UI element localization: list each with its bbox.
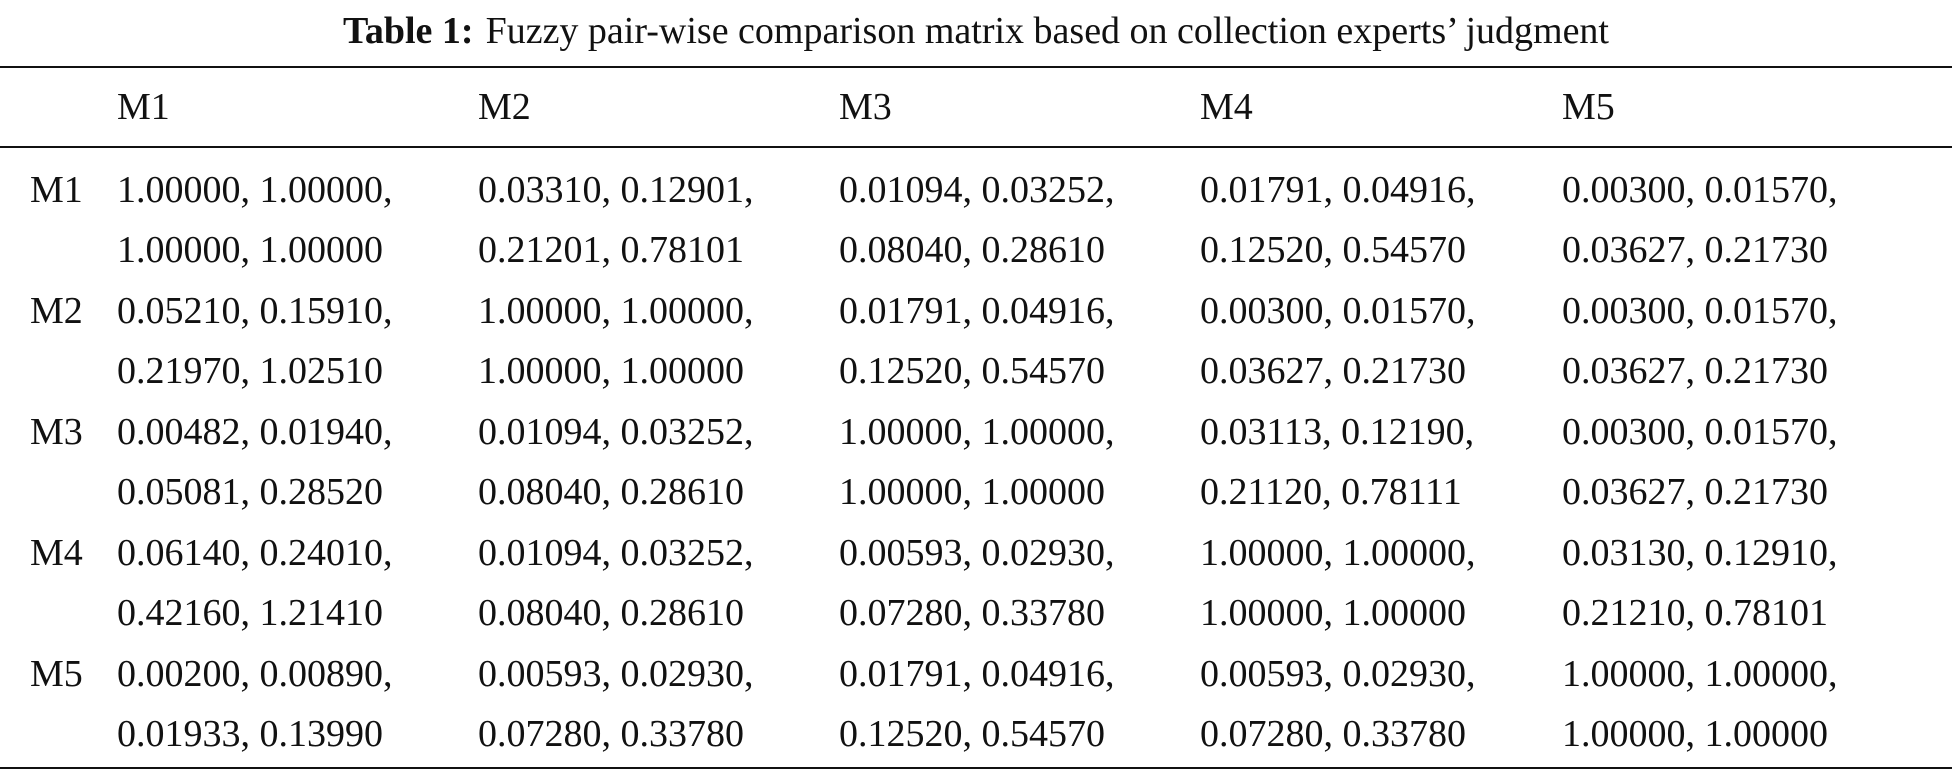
cell-line: 0.03627, 0.21730 bbox=[1200, 350, 1466, 392]
table-row: M5 0.00200, 0.00890, 0.01933, 0.13990 0.0… bbox=[0, 632, 1952, 755]
cell-line: 0.00200, 0.00890, bbox=[117, 653, 393, 695]
cell-line: 0.00593, 0.02930, bbox=[478, 653, 754, 695]
row-header-m2: M2 bbox=[30, 290, 83, 332]
caption-label: Table 1: bbox=[342, 10, 474, 52]
table-cell: 0.00300, 0.01570, 0.03627, 0.21730 bbox=[1200, 281, 1476, 401]
cell-line: 0.03130, 0.12910, bbox=[1562, 532, 1838, 574]
cell-line: 0.01791, 0.04916, bbox=[839, 290, 1115, 332]
cell-line: 0.03310, 0.12901, bbox=[478, 169, 754, 211]
table-cell: 0.00593, 0.02930, 0.07280, 0.33780 bbox=[1200, 644, 1476, 764]
cell-line: 1.00000, 1.00000 bbox=[839, 471, 1105, 513]
cell-line: 0.00300, 0.01570, bbox=[1200, 290, 1476, 332]
table-cell: 0.05210, 0.15910, 0.21970, 1.02510 bbox=[117, 281, 393, 401]
row-header-m3: M3 bbox=[30, 411, 83, 453]
cell-line: 0.01094, 0.03252, bbox=[478, 411, 754, 453]
table-cell: 1.00000, 1.00000, 1.00000, 1.00000 bbox=[1200, 523, 1476, 643]
table-cell: 0.03130, 0.12910, 0.21210, 0.78101 bbox=[1562, 523, 1838, 643]
bottom-rule bbox=[0, 767, 1952, 769]
table-cell: 0.06140, 0.24010, 0.42160, 1.21410 bbox=[117, 523, 393, 643]
cell-line: 1.00000, 1.00000, bbox=[117, 169, 393, 211]
header-rule bbox=[0, 146, 1952, 148]
cell-line: 0.07280, 0.33780 bbox=[839, 592, 1105, 634]
row-header-m4: M4 bbox=[30, 532, 83, 574]
column-header-m3: M3 bbox=[839, 86, 892, 128]
cell-line: 0.01094, 0.03252, bbox=[839, 169, 1115, 211]
cell-line: 0.12520, 0.54570 bbox=[839, 713, 1105, 755]
table-header-row: M1 M2 M3 M4 M5 bbox=[0, 68, 1952, 146]
cell-line: 1.00000, 1.00000 bbox=[478, 350, 744, 392]
table-cell: 0.00200, 0.00890, 0.01933, 0.13990 bbox=[117, 644, 393, 764]
cell-line: 0.00300, 0.01570, bbox=[1562, 169, 1838, 211]
table-cell: 0.03310, 0.12901, 0.21201, 0.78101 bbox=[478, 160, 754, 280]
cell-line: 0.01933, 0.13990 bbox=[117, 713, 383, 755]
row-header-m5: M5 bbox=[30, 653, 83, 695]
table-row: M2 0.05210, 0.15910, 0.21970, 1.02510 1.0… bbox=[0, 269, 1952, 392]
caption-text: Fuzzy pair-wise comparison matrix based … bbox=[485, 10, 1609, 52]
table-caption: Table 1: Fuzzy pair-wise comparison matr… bbox=[0, 0, 1952, 62]
cell-line: 0.12520, 0.54570 bbox=[839, 350, 1105, 392]
cell-line: 1.00000, 1.00000, bbox=[1200, 532, 1476, 574]
column-header-m1: M1 bbox=[117, 86, 170, 128]
cell-line: 1.00000, 1.00000 bbox=[117, 229, 383, 271]
table-cell: 0.00593, 0.02930, 0.07280, 0.33780 bbox=[478, 644, 754, 764]
table-cell: 0.01094, 0.03252, 0.08040, 0.28610 bbox=[839, 160, 1115, 280]
cell-line: 0.05210, 0.15910, bbox=[117, 290, 393, 332]
table-cell: 1.00000, 1.00000, 1.00000, 1.00000 bbox=[839, 402, 1115, 522]
table-row: M3 0.00482, 0.01940, 0.05081, 0.28520 0.0… bbox=[0, 390, 1952, 513]
table-cell: 0.00593, 0.02930, 0.07280, 0.33780 bbox=[839, 523, 1115, 643]
cell-line: 1.00000, 1.00000, bbox=[478, 290, 754, 332]
cell-line: 0.01094, 0.03252, bbox=[478, 532, 754, 574]
cell-line: 0.03627, 0.21730 bbox=[1562, 471, 1828, 513]
table-cell: 1.00000, 1.00000, 1.00000, 1.00000 bbox=[117, 160, 393, 280]
table-row: M1 1.00000, 1.00000, 1.00000, 1.00000 0.0… bbox=[0, 148, 1952, 271]
cell-line: 0.21120, 0.78111 bbox=[1200, 471, 1462, 513]
column-header-m4: M4 bbox=[1200, 86, 1253, 128]
cell-line: 0.00300, 0.01570, bbox=[1562, 290, 1838, 332]
cell-line: 0.07280, 0.33780 bbox=[1200, 713, 1466, 755]
table-cell: 0.00300, 0.01570, 0.03627, 0.21730 bbox=[1562, 402, 1838, 522]
cell-line: 0.08040, 0.28610 bbox=[478, 471, 744, 513]
cell-line: 0.03627, 0.21730 bbox=[1562, 350, 1828, 392]
table-cell: 0.01791, 0.04916, 0.12520, 0.54570 bbox=[1200, 160, 1476, 280]
cell-line: 0.07280, 0.33780 bbox=[478, 713, 744, 755]
cell-line: 0.12520, 0.54570 bbox=[1200, 229, 1466, 271]
cell-line: 0.00482, 0.01940, bbox=[117, 411, 393, 453]
cell-line: 0.03627, 0.21730 bbox=[1562, 229, 1828, 271]
cell-line: 0.01791, 0.04916, bbox=[1200, 169, 1476, 211]
cell-line: 0.42160, 1.21410 bbox=[117, 592, 383, 634]
column-header-m5: M5 bbox=[1562, 86, 1615, 128]
table-cell: 0.00482, 0.01940, 0.05081, 0.28520 bbox=[117, 402, 393, 522]
cell-line: 1.00000, 1.00000 bbox=[1200, 592, 1466, 634]
cell-line: 0.08040, 0.28610 bbox=[839, 229, 1105, 271]
cell-line: 0.03113, 0.12190, bbox=[1200, 411, 1475, 453]
column-header-m2: M2 bbox=[478, 86, 531, 128]
cell-line: 0.06140, 0.24010, bbox=[117, 532, 393, 574]
cell-line: 0.00593, 0.02930, bbox=[839, 532, 1115, 574]
cell-line: 1.00000, 1.00000 bbox=[1562, 713, 1828, 755]
cell-line: 0.21970, 1.02510 bbox=[117, 350, 383, 392]
cell-line: 0.05081, 0.28520 bbox=[117, 471, 383, 513]
cell-line: 0.00300, 0.01570, bbox=[1562, 411, 1838, 453]
cell-line: 0.08040, 0.28610 bbox=[478, 592, 744, 634]
table-cell: 0.00300, 0.01570, 0.03627, 0.21730 bbox=[1562, 160, 1838, 280]
cell-line: 0.21201, 0.78101 bbox=[478, 229, 744, 271]
cell-line: 0.21210, 0.78101 bbox=[1562, 592, 1828, 634]
table-cell: 0.01791, 0.04916, 0.12520, 0.54570 bbox=[839, 281, 1115, 401]
table-cell: 1.00000, 1.00000, 1.00000, 1.00000 bbox=[1562, 644, 1838, 764]
table-row: M4 0.06140, 0.24010, 0.42160, 1.21410 0.0… bbox=[0, 511, 1952, 634]
table-cell: 0.01094, 0.03252, 0.08040, 0.28610 bbox=[478, 523, 754, 643]
table-cell: 0.00300, 0.01570, 0.03627, 0.21730 bbox=[1562, 281, 1838, 401]
top-rule bbox=[0, 66, 1952, 68]
table-cell: 0.01094, 0.03252, 0.08040, 0.28610 bbox=[478, 402, 754, 522]
table-cell: 1.00000, 1.00000, 1.00000, 1.00000 bbox=[478, 281, 754, 401]
cell-line: 0.01791, 0.04916, bbox=[839, 653, 1115, 695]
cell-line: 1.00000, 1.00000, bbox=[1562, 653, 1838, 695]
row-header-m1: M1 bbox=[30, 169, 83, 211]
cell-line: 0.00593, 0.02930, bbox=[1200, 653, 1476, 695]
cell-line: 1.00000, 1.00000, bbox=[839, 411, 1115, 453]
table-cell: 0.01791, 0.04916, 0.12520, 0.54570 bbox=[839, 644, 1115, 764]
table-cell: 0.03113, 0.12190, 0.21120, 0.78111 bbox=[1200, 402, 1474, 522]
